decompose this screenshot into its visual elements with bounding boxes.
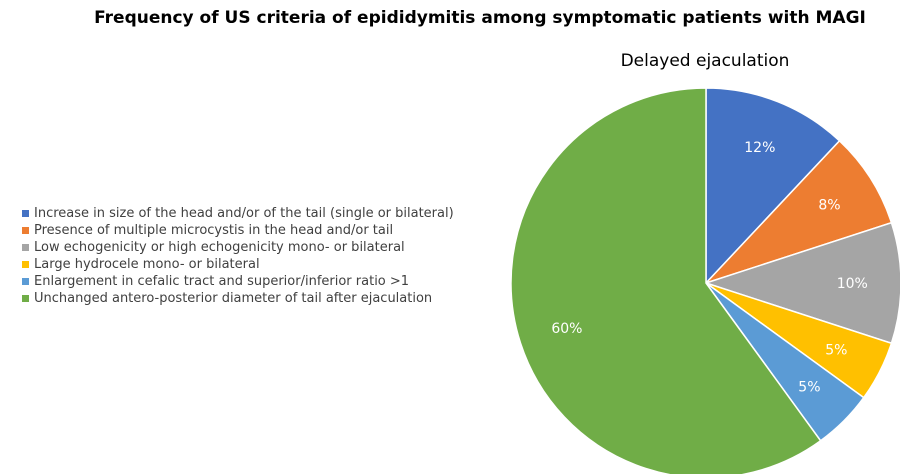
legend-item: Unchanged antero-posterior diameter of t… bbox=[22, 290, 454, 307]
slice-data-label: 8% bbox=[818, 198, 840, 214]
legend-item: Presence of multiple microcystis in the … bbox=[22, 222, 454, 239]
pie-slice bbox=[705, 139, 893, 284]
legend-swatch bbox=[22, 261, 29, 268]
legend-label: Presence of multiple microcystis in the … bbox=[34, 223, 394, 238]
legend-item: Increase in size of the head and/or of t… bbox=[22, 205, 454, 222]
slice-data-label: 5% bbox=[798, 379, 820, 395]
slice-data-label: 10% bbox=[837, 276, 868, 292]
pie-slice bbox=[705, 87, 841, 285]
pie-slice bbox=[703, 221, 900, 345]
legend-label: Low echogenicity or high echogenicity mo… bbox=[34, 240, 405, 255]
legend-item: Large hydrocele mono- or bilateral bbox=[22, 256, 454, 273]
legend-swatch bbox=[22, 227, 29, 234]
legend-label: Large hydrocele mono- or bilateral bbox=[34, 257, 260, 272]
legend-label: Unchanged antero-posterior diameter of t… bbox=[34, 291, 433, 306]
legend-swatch bbox=[22, 210, 29, 217]
legend-item: Low echogenicity or high echogenicity mo… bbox=[22, 239, 454, 256]
legend-swatch bbox=[22, 244, 29, 251]
legend: Increase in size of the head and/or of t… bbox=[22, 205, 454, 307]
legend-item: Enlargement in cefalic tract and superio… bbox=[22, 273, 454, 290]
legend-swatch bbox=[22, 295, 29, 302]
slice-data-label: 12% bbox=[744, 140, 775, 156]
legend-label: Enlargement in cefalic tract and superio… bbox=[34, 274, 410, 289]
chart-title: Frequency of US criteria of epididymitis… bbox=[94, 8, 866, 28]
slice-data-label: 5% bbox=[825, 342, 847, 358]
pie-title: Delayed ejaculation bbox=[620, 51, 790, 71]
pie-slice bbox=[510, 87, 822, 474]
slice-data-label: 60% bbox=[551, 321, 582, 337]
legend-label: Increase in size of the head and/or of t… bbox=[34, 206, 454, 221]
legend-swatch bbox=[22, 278, 29, 285]
